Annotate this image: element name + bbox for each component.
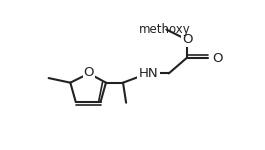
Text: O: O [212, 52, 223, 64]
Text: O: O [84, 66, 94, 79]
Text: HN: HN [139, 67, 158, 80]
Text: O: O [182, 33, 193, 46]
Text: methoxy: methoxy [139, 23, 191, 36]
